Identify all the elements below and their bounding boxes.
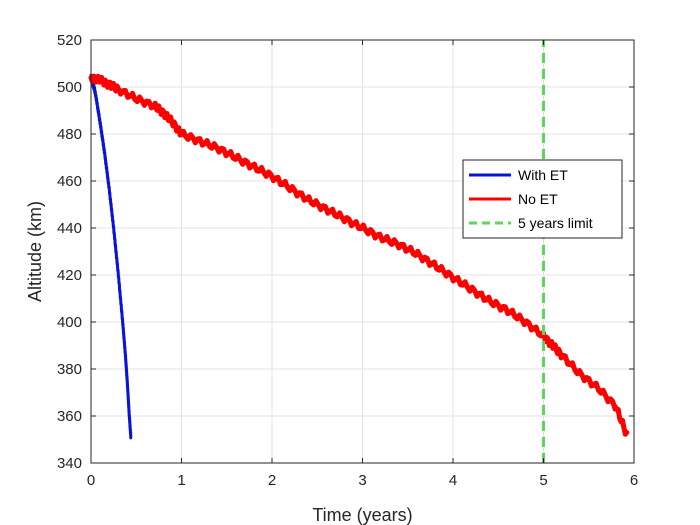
legend-label: With ET <box>518 167 568 183</box>
series-with-et <box>89 73 133 440</box>
y-tick-label: 340 <box>57 455 82 472</box>
y-tick-label: 460 <box>57 173 82 190</box>
y-tick-label: 420 <box>57 267 82 284</box>
x-tick-label: 3 <box>358 472 366 489</box>
y-tick-label: 400 <box>57 314 82 331</box>
y-tick-label: 440 <box>57 220 82 237</box>
x-tick-label: 6 <box>630 472 638 489</box>
ticks: 0 1 2 3 4 5 6 340 360 380 400 420 440 460 480 500 520 <box>57 32 638 489</box>
x-tick-label: 0 <box>87 472 95 489</box>
y-axis-label: Altitude (km) <box>25 201 45 302</box>
y-tick-label: 380 <box>57 361 82 378</box>
series-line <box>90 75 629 436</box>
x-tick-label: 5 <box>539 472 547 489</box>
legend-label: 5 years limit <box>518 215 593 231</box>
series-no-et <box>88 73 630 437</box>
legend: With ET No ET 5 years limit <box>462 159 623 239</box>
series-line <box>89 74 133 438</box>
x-tick-label: 2 <box>268 472 276 489</box>
x-tick-label: 1 <box>177 472 185 489</box>
y-tick-label: 360 <box>57 408 82 425</box>
y-tick-label: 480 <box>57 126 82 143</box>
x-tick-label: 4 <box>449 472 457 489</box>
series-layer <box>88 40 630 463</box>
x-axis-label: Time (years) <box>312 505 412 525</box>
legend-label: No ET <box>518 191 558 207</box>
y-tick-label: 520 <box>57 32 82 49</box>
y-tick-label: 500 <box>57 79 82 96</box>
